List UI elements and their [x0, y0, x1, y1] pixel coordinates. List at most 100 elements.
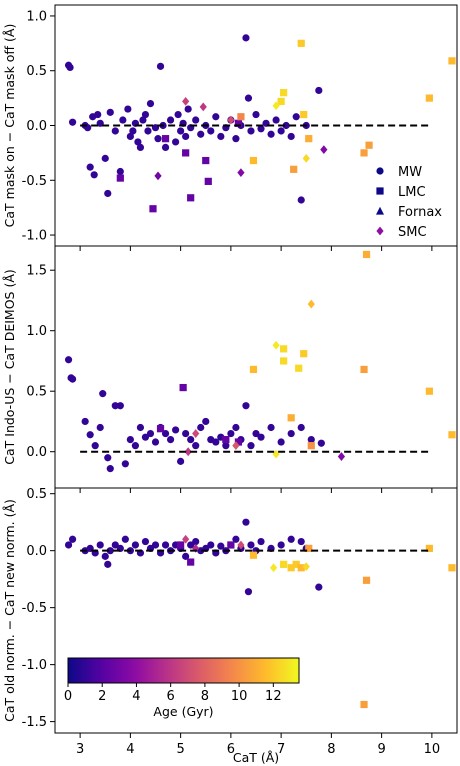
data-point — [287, 414, 295, 422]
data-point — [154, 171, 162, 181]
data-point — [207, 541, 215, 549]
data-point — [242, 34, 250, 42]
data-point — [295, 364, 303, 372]
data-point — [197, 423, 205, 432]
colorbar-tick-label: 10 — [231, 689, 248, 704]
data-point — [106, 465, 114, 473]
y-axis-label: CaT Indo-US − CaT DEIMOS (Å) — [2, 269, 17, 464]
data-point — [237, 540, 245, 550]
y-tick-label: -1.0 — [22, 229, 47, 244]
legend-entry: LMC — [398, 185, 426, 200]
data-point — [136, 423, 145, 432]
data-point — [86, 431, 94, 439]
data-point — [217, 542, 225, 550]
data-point — [232, 135, 240, 143]
data-point — [242, 402, 250, 410]
data-point — [202, 156, 210, 165]
data-point — [154, 135, 162, 143]
colorbar-tick-label: 6 — [167, 689, 175, 704]
data-point — [182, 552, 190, 560]
data-point — [111, 402, 119, 410]
data-point — [232, 423, 240, 432]
data-point — [360, 700, 368, 709]
y-tick-label: 1.0 — [26, 9, 47, 24]
data-point — [365, 141, 373, 149]
y-tick-label: -0.5 — [22, 601, 47, 616]
data-point — [287, 132, 295, 141]
data-point — [129, 127, 137, 135]
y-tick-label: -1.0 — [22, 658, 47, 673]
data-point — [66, 63, 74, 72]
data-point — [101, 154, 109, 162]
data-point — [297, 537, 305, 546]
data-point — [99, 390, 107, 398]
data-point — [104, 189, 112, 198]
data-point — [272, 116, 280, 124]
data-point — [172, 138, 180, 146]
x-tick-label: 10 — [424, 742, 441, 757]
data-point — [249, 551, 258, 559]
data-point — [247, 541, 255, 549]
data-point — [237, 113, 245, 121]
data-point — [232, 535, 240, 543]
data-point — [177, 127, 185, 135]
data-point — [141, 433, 150, 441]
data-point — [131, 541, 139, 549]
data-point — [425, 387, 433, 395]
data-point — [297, 564, 305, 572]
data-point — [448, 57, 456, 65]
data-point — [192, 429, 200, 438]
data-point — [177, 457, 185, 465]
panel-frame — [54, 487, 458, 734]
data-point — [146, 99, 155, 108]
data-point — [277, 541, 285, 549]
data-point — [144, 127, 152, 135]
data-point — [277, 438, 285, 446]
data-point — [182, 534, 190, 544]
data-point — [292, 560, 300, 568]
x-tick-label: 9 — [377, 742, 385, 757]
data-point — [174, 110, 182, 119]
data-point — [172, 426, 180, 434]
data-point — [267, 423, 275, 432]
data-point — [280, 357, 288, 365]
data-point — [182, 97, 190, 106]
data-point — [104, 560, 112, 568]
x-tick-label: 3 — [76, 742, 84, 757]
data-point — [81, 417, 89, 426]
data-point — [425, 94, 433, 102]
data-point — [227, 115, 235, 125]
data-point — [192, 537, 200, 546]
legend: MW LMC Fornax SMC — [376, 165, 442, 240]
data-point — [161, 143, 170, 152]
data-point — [161, 541, 170, 549]
data-point — [141, 537, 150, 546]
data-point — [376, 226, 384, 236]
data-point — [360, 365, 368, 374]
data-point — [242, 518, 250, 526]
data-point — [297, 39, 305, 47]
data-point — [362, 250, 371, 259]
data-point — [244, 94, 253, 102]
colorbar-tick-label: 12 — [265, 689, 282, 704]
data-point — [91, 442, 99, 450]
data-point — [267, 130, 275, 138]
data-point — [64, 541, 73, 549]
data-point — [282, 121, 290, 130]
data-point — [64, 356, 73, 364]
data-point — [68, 535, 77, 543]
colorbar-label: Age (Gyr) — [153, 704, 213, 719]
data-point — [187, 194, 195, 202]
data-point — [166, 116, 175, 124]
data-point — [269, 563, 278, 573]
data-point — [182, 149, 190, 157]
colorbar-tick-label: 2 — [98, 689, 106, 704]
data-point — [252, 110, 260, 119]
data-point — [227, 541, 235, 549]
data-point — [448, 431, 456, 439]
data-point — [376, 167, 384, 175]
data-point — [192, 442, 200, 450]
data-point — [222, 436, 230, 444]
data-point — [287, 429, 295, 438]
data-point — [151, 438, 160, 446]
